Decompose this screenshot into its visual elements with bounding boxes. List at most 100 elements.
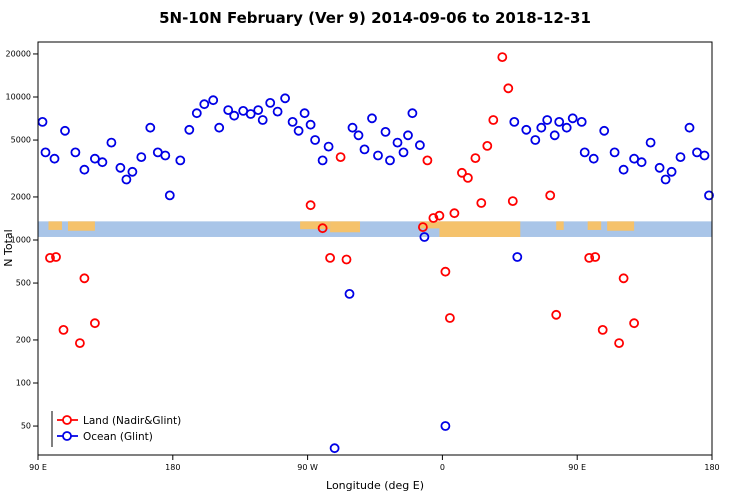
data-point (229, 110, 240, 121)
data-point (521, 124, 532, 135)
data-point (214, 122, 225, 133)
data-point (317, 155, 328, 166)
data-point (614, 338, 624, 349)
data-point (115, 162, 126, 173)
data-point (208, 95, 219, 106)
data-point (609, 147, 620, 158)
data-point (97, 157, 108, 168)
x-tick-label: 90 E (29, 463, 47, 472)
data-point (440, 421, 451, 431)
data-point (407, 108, 418, 119)
data-point (392, 137, 403, 148)
data-point (509, 117, 520, 127)
x-axis-title: Longitude (deg E) (326, 479, 424, 492)
data-point (597, 324, 608, 335)
land-segment (330, 221, 361, 233)
data-point (551, 309, 562, 320)
data-point (618, 164, 629, 175)
ocean-band (38, 221, 712, 237)
data-point (629, 153, 639, 164)
y-axis-title: N Total (2, 229, 15, 266)
plot-border (37, 41, 713, 456)
chart-title: 5N-10N February (Ver 9) 2014-09-06 to 20… (159, 9, 591, 27)
y-tick-label: 20000 (6, 49, 31, 58)
data-point (488, 115, 499, 125)
data-point (618, 273, 629, 284)
data-point (666, 166, 677, 177)
land-segment (587, 221, 602, 230)
data-point (299, 108, 310, 119)
data-point (536, 122, 547, 133)
data-point (398, 147, 409, 158)
data-point (160, 150, 171, 161)
land-segment (48, 221, 62, 230)
data-point (470, 153, 481, 164)
x-tick-label: 0 (440, 463, 445, 472)
data-point (127, 166, 138, 177)
data-point (310, 135, 321, 145)
data-point (323, 141, 334, 152)
surface-type-band (38, 221, 712, 237)
data-point (70, 147, 81, 158)
data-point (245, 109, 256, 119)
data-point (280, 93, 291, 104)
data-point (599, 125, 610, 136)
data-point (40, 147, 51, 158)
data-point (440, 266, 451, 277)
x-tick-label: 90 E (568, 463, 586, 472)
legend-land-symbol-icon (62, 415, 72, 425)
legend-ocean-symbol-icon (62, 431, 72, 441)
data-point (503, 83, 514, 94)
data-point (305, 200, 316, 211)
data-point (329, 443, 340, 454)
data-point (272, 106, 283, 117)
y-tick-label: 500 (16, 279, 31, 288)
data-point (175, 155, 186, 166)
land-segment (439, 221, 521, 237)
data-point (579, 147, 590, 158)
data-point (184, 124, 195, 135)
y-tick-label: 200 (16, 335, 31, 344)
y-tick-label: 100 (16, 379, 31, 388)
data-point (49, 153, 60, 164)
legend: Land (Nadir&Glint) Ocean (Glint) (51, 411, 181, 447)
data-point (507, 196, 518, 207)
data-point (90, 318, 100, 329)
land-segment (419, 221, 440, 229)
data-point (549, 130, 560, 141)
data-point (645, 137, 656, 148)
data-point (164, 190, 175, 201)
axes: 90 E 180 90 W 0 90 E 180 50 100 200 500 1000 2000 50… (6, 49, 720, 472)
land-segment (300, 221, 331, 230)
data-point (344, 288, 355, 299)
y-tick-label: 1000 (11, 236, 31, 245)
data-point (121, 174, 132, 185)
data-point (542, 115, 553, 125)
data-point (257, 115, 268, 125)
data-point (253, 105, 264, 115)
data-point (545, 190, 556, 201)
data-point (367, 113, 377, 124)
data-point (359, 144, 370, 155)
y-tick-label: 2000 (11, 192, 31, 201)
data-point (305, 119, 316, 130)
data-point (37, 117, 48, 127)
data-point (136, 152, 147, 163)
data-points (37, 52, 714, 454)
data-point (704, 190, 714, 201)
data-point (567, 113, 578, 124)
data-point (45, 252, 55, 263)
y-tick-label: 10000 (6, 93, 31, 102)
land-segment (556, 221, 564, 230)
data-point (353, 130, 364, 141)
data-point (512, 252, 523, 262)
data-point (341, 254, 352, 265)
data-point (456, 167, 467, 178)
data-point (265, 98, 276, 108)
data-point (325, 252, 336, 263)
data-point (317, 223, 328, 234)
data-point (462, 172, 473, 183)
data-point (660, 174, 671, 185)
